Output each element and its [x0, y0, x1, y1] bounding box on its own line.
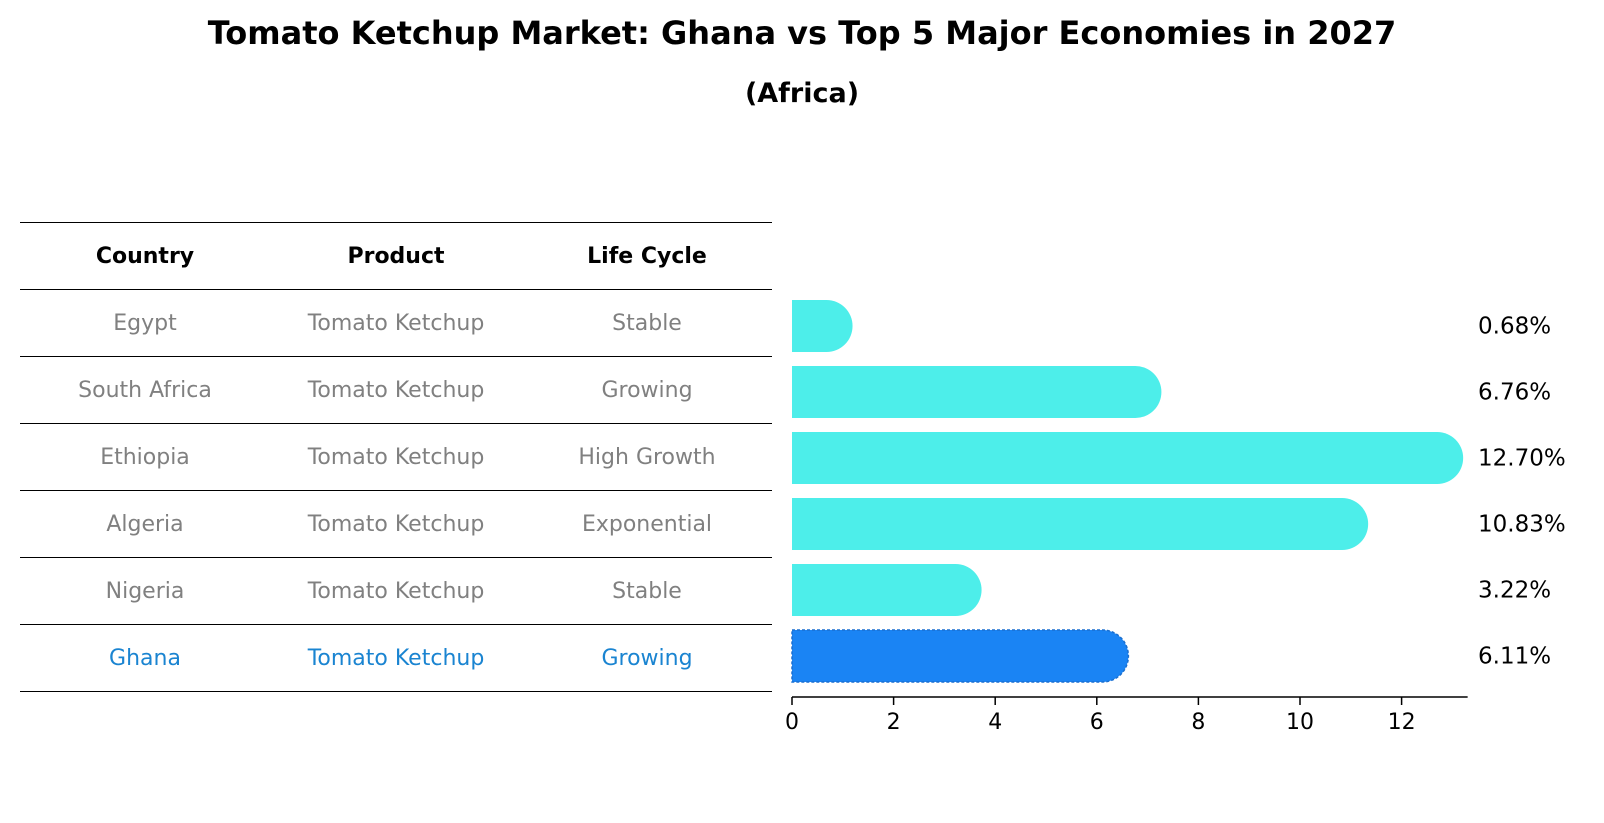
cell-country: South Africa — [78, 377, 212, 403]
cell-life-cycle: Growing — [601, 645, 693, 671]
bar-value-label: 3.22% — [1478, 578, 1551, 604]
cell-product: Tomato Ketchup — [307, 645, 485, 671]
bar — [792, 366, 1162, 418]
cell-life-cycle: Growing — [601, 377, 693, 403]
bar — [792, 432, 1464, 484]
table-row: Ethiopia Tomato Ketchup High Growth — [20, 424, 772, 491]
bar-value-label: 6.76% — [1478, 380, 1551, 406]
cell-country: Nigeria — [105, 578, 185, 604]
cell-product: Tomato Ketchup — [307, 578, 485, 604]
cell-product: Tomato Ketchup — [307, 444, 485, 470]
cell-country: Ethiopia — [100, 444, 190, 470]
column-header-life-cycle: Life Cycle — [587, 243, 707, 269]
x-tick-label: 6 — [1090, 710, 1104, 735]
column-header-product: Product — [347, 243, 445, 269]
cell-product: Tomato Ketchup — [307, 377, 485, 403]
bar-value-label: 6.11% — [1478, 644, 1551, 670]
cell-country: Egypt — [113, 310, 177, 336]
table-header-row: Country Product Life Cycle — [20, 222, 772, 290]
cell-product: Tomato Ketchup — [307, 511, 485, 537]
bar — [792, 300, 853, 352]
bar — [792, 564, 982, 616]
cell-country: Algeria — [106, 511, 184, 537]
x-tick-label: 10 — [1286, 710, 1314, 735]
column-header-country: Country — [95, 243, 195, 269]
cell-country: Ghana — [109, 645, 181, 671]
cell-life-cycle: Exponential — [581, 511, 713, 537]
chart-subtitle: (Africa) — [744, 78, 860, 109]
table-row: Egypt Tomato Ketchup Stable — [20, 290, 772, 357]
table-row: Nigeria Tomato Ketchup Stable — [20, 558, 772, 625]
bar-highlight — [791, 629, 1130, 683]
table-row: South Africa Tomato Ketchup Growing — [20, 357, 772, 424]
cell-life-cycle: High Growth — [578, 444, 716, 470]
bar-value-label: 10.83% — [1478, 512, 1566, 538]
x-tick-label: 4 — [988, 710, 1002, 735]
cell-life-cycle: Stable — [612, 578, 682, 604]
data-table: Country Product Life Cycle Egypt Tomato … — [20, 222, 772, 692]
bar-value-label: 0.68% — [1478, 314, 1551, 340]
x-tick-label: 2 — [887, 710, 901, 735]
cell-product: Tomato Ketchup — [307, 310, 485, 336]
x-tick-label: 8 — [1191, 710, 1205, 735]
x-tick-label: 12 — [1388, 710, 1416, 735]
x-tick-label: 0 — [785, 710, 799, 735]
bar-value-label: 12.70% — [1478, 446, 1566, 472]
bar — [792, 498, 1369, 550]
table-row-highlight: Ghana Tomato Ketchup Growing — [20, 625, 772, 692]
chart-title: Tomato Ketchup Market: Ghana vs Top 5 Ma… — [207, 14, 1397, 52]
table-row: Algeria Tomato Ketchup Exponential — [20, 491, 772, 558]
cell-life-cycle: Stable — [612, 310, 682, 336]
